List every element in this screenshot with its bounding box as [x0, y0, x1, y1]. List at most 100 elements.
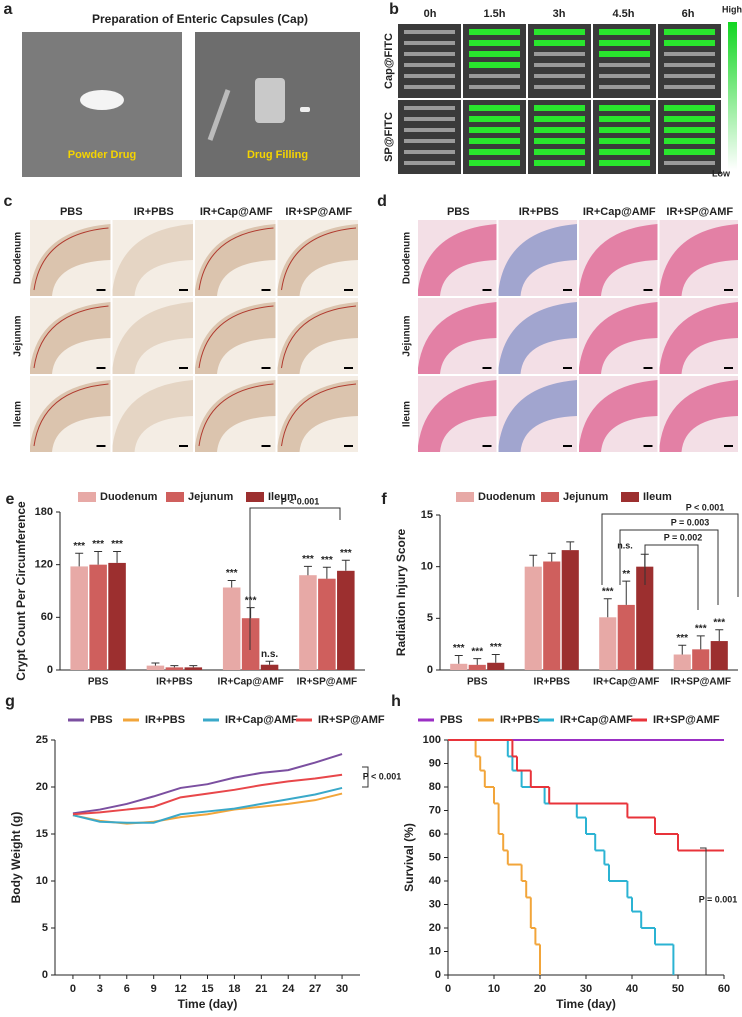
bar — [636, 566, 654, 670]
image-tile — [398, 24, 461, 98]
significance-label: *** — [321, 555, 333, 566]
bar — [146, 665, 165, 670]
tissue — [112, 224, 193, 296]
bar — [710, 641, 728, 670]
bar — [487, 662, 505, 670]
x-tick-label: 40 — [626, 983, 638, 995]
legend-label: IR+Cap@AMF — [225, 714, 298, 726]
image-tile — [658, 24, 721, 98]
crypt-outline — [33, 227, 109, 291]
bar — [222, 587, 241, 670]
tool — [255, 78, 285, 123]
annotation: P < 0.001 — [363, 771, 402, 781]
x-tick-label: PBS — [88, 677, 109, 688]
bar — [692, 649, 710, 670]
y-tick-label: 120 — [35, 559, 53, 571]
colorbar-label: Low — [712, 168, 731, 178]
row-label: Duodenum — [402, 232, 413, 284]
significance-label: *** — [695, 624, 707, 635]
y-tick-label: 80 — [429, 781, 441, 793]
error-bar — [715, 629, 724, 642]
tissue — [659, 380, 738, 452]
tool — [207, 89, 231, 141]
bracket — [644, 544, 699, 610]
image-tile — [658, 100, 721, 174]
error-bar — [94, 551, 103, 565]
error-bar — [491, 654, 500, 663]
x-tick-label: 0 — [70, 983, 76, 995]
image-tile — [528, 24, 591, 98]
x-tick-label: IR+SP@AMF — [297, 677, 358, 688]
bracket — [249, 507, 341, 650]
y-tick-label: 70 — [429, 804, 441, 816]
tissue — [418, 302, 497, 374]
tissue — [30, 380, 111, 452]
error-bar — [529, 554, 538, 567]
row-label: Ileum — [13, 401, 24, 427]
legend-label: IR+PBS — [145, 714, 185, 726]
row-label: Duodenum — [13, 232, 24, 284]
y-tick-label: 10 — [429, 945, 441, 957]
x-tick-label: IR+Cap@AMF — [593, 677, 659, 688]
annotation: P < 0.001 — [686, 502, 725, 512]
bar — [89, 564, 107, 670]
legend-label: PBS — [90, 714, 113, 726]
legend-label: Ileum — [268, 491, 297, 503]
colorbar-label: High — [722, 4, 742, 14]
significance-label: *** — [226, 568, 238, 579]
annotation: n.s. — [617, 540, 633, 550]
x-tick-label: IR+PBS — [156, 677, 193, 688]
x-tick-label: 9 — [151, 983, 157, 995]
tissue — [659, 302, 738, 374]
significance-label: *** — [111, 539, 123, 550]
tissue — [112, 380, 193, 452]
x-tick-label: 3 — [97, 983, 103, 995]
tissue — [195, 302, 276, 374]
intestine — [404, 32, 455, 98]
panel-letter: b — [389, 1, 399, 18]
photo-label: Powder Drug — [68, 149, 136, 161]
error-bar — [227, 579, 236, 588]
bar — [241, 618, 260, 670]
error-bar — [75, 552, 84, 567]
x-tick-label: 24 — [282, 983, 295, 995]
capsule — [300, 107, 310, 112]
tissue — [195, 224, 276, 296]
significance-label: *** — [73, 541, 85, 552]
line — [72, 792, 343, 825]
bar — [70, 566, 88, 670]
crypt-outline — [33, 383, 109, 447]
error-bar — [473, 658, 482, 665]
y-tick-label: 10 — [421, 561, 433, 573]
panel-letter: d — [377, 193, 387, 210]
legend-swatch — [246, 492, 264, 502]
error-bar — [113, 551, 122, 563]
crypt-outline — [281, 227, 357, 291]
column-header: 3h — [553, 8, 566, 20]
fluorescence — [534, 108, 585, 174]
panel-letter: g — [5, 693, 15, 710]
bracket — [362, 766, 369, 788]
significance-label: *** — [92, 539, 104, 550]
line — [72, 786, 343, 824]
y-axis-label: Survival (%) — [402, 823, 416, 892]
significance-label: *** — [245, 595, 257, 606]
tissue — [579, 302, 658, 374]
panel-title: Preparation of Enteric Capsules (Cap) — [92, 12, 308, 26]
y-tick-label: 180 — [35, 506, 53, 518]
error-bar — [322, 566, 331, 579]
tissue — [659, 224, 738, 296]
image-tile — [463, 100, 526, 174]
tissue — [579, 224, 658, 296]
legend-label: Jejunum — [563, 491, 608, 503]
row-label: Cap@FITC — [383, 33, 395, 89]
significance-label: *** — [602, 586, 614, 597]
crypt-outline — [198, 383, 274, 447]
fluorescence — [469, 108, 520, 174]
legend-label: Duodenum — [100, 491, 158, 503]
x-tick-label: PBS — [467, 677, 488, 688]
fluorescence — [599, 108, 650, 174]
x-tick-label: 30 — [580, 983, 592, 995]
column-header: IR+Cap@AMF — [583, 206, 656, 218]
y-tick-label: 15 — [421, 509, 433, 521]
